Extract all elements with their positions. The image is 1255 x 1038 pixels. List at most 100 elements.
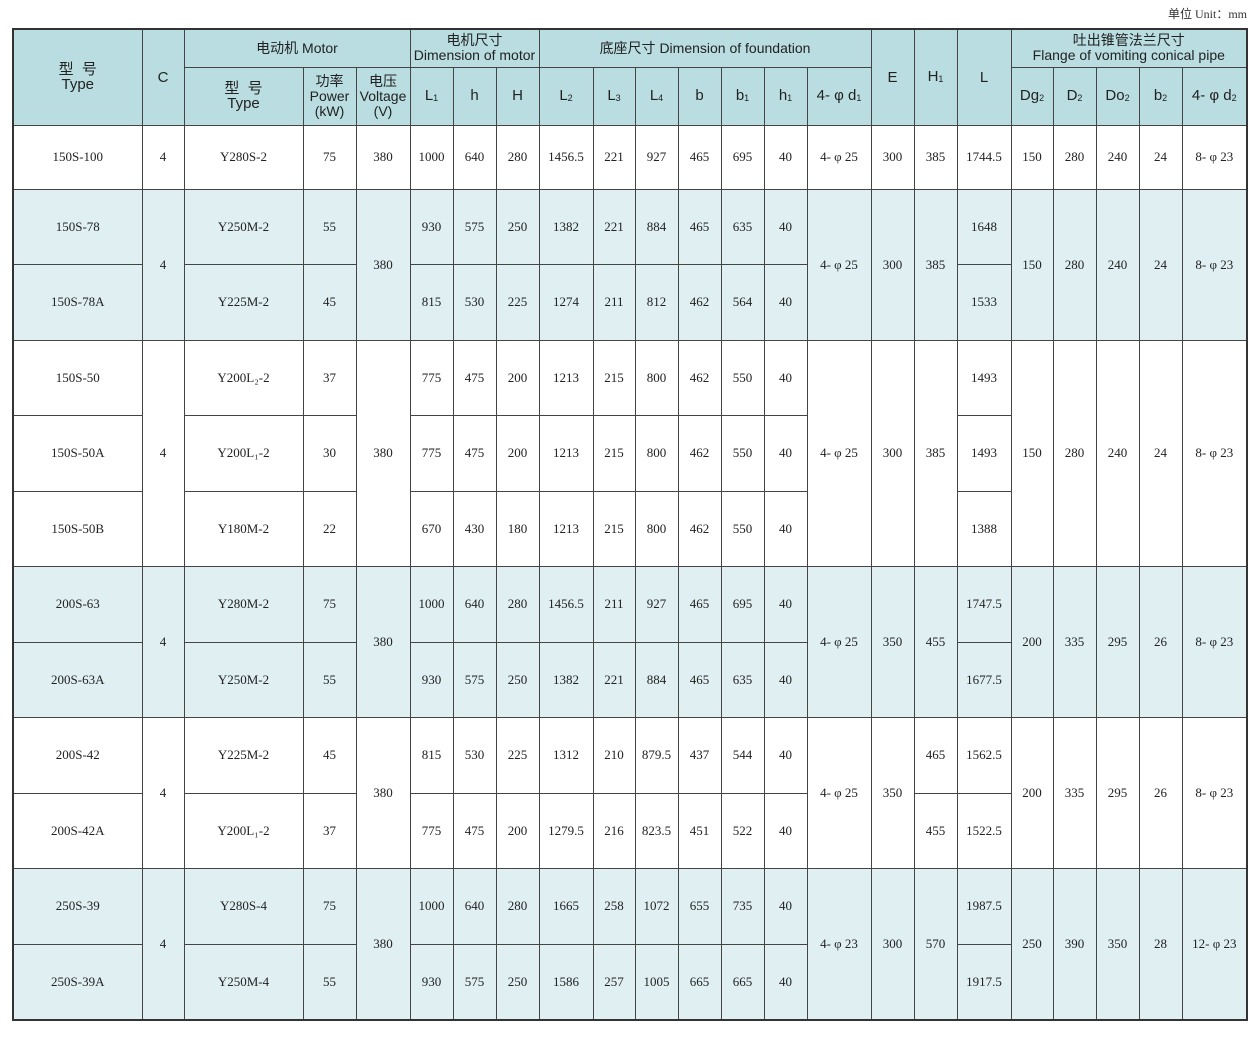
length-cell: 1744.5 xyxy=(956,124,1012,190)
header-foundation: 底座尺寸 Dimension of foundation xyxy=(538,28,872,68)
l2-cell: 1665 xyxy=(538,868,594,945)
h1-height-cell: 455 xyxy=(913,566,958,718)
b-cell: 462 xyxy=(677,490,722,567)
l1-cell: 815 xyxy=(409,717,454,794)
motor-type-cell: Y225M-2 xyxy=(183,264,304,341)
l2-cell: 1312 xyxy=(538,717,594,794)
header-dim-motor: 电机尺寸 Dimension of motor xyxy=(409,28,540,68)
power-cell: 75 xyxy=(302,868,357,945)
table-row: 150S-50A Y200L₁-2 30 775 475 200 1213 215 800 462… xyxy=(12,415,1247,492)
e-cell: 350 xyxy=(870,566,915,718)
length-cell: 1747.5 xyxy=(956,566,1012,643)
do2-cell: 350 xyxy=(1095,868,1140,1020)
l3-cell: 221 xyxy=(592,641,636,718)
pump-type-cell: 150S-100 xyxy=(12,124,143,190)
b-cell: 437 xyxy=(677,717,722,794)
l3-cell: 221 xyxy=(592,188,636,265)
b1-cell: 695 xyxy=(720,566,765,643)
h-cell: 530 xyxy=(452,264,497,341)
bolt-d1-cell: 4- φ 25 xyxy=(806,339,872,567)
bolt-d1-cell: 4- φ 25 xyxy=(806,188,872,341)
h-cell: 200 xyxy=(495,415,540,492)
header-voltage: 电压 Voltage (V) xyxy=(355,66,411,126)
e-cell: 300 xyxy=(870,124,915,190)
h1-cell: 40 xyxy=(763,943,808,1020)
voltage-cell: 380 xyxy=(355,566,411,718)
l2-cell: 1213 xyxy=(538,490,594,567)
header-motor-type: 型 号 Type xyxy=(183,66,304,126)
motor-type-cell: Y280M-2 xyxy=(183,566,304,643)
h-cell: 200 xyxy=(495,792,540,869)
h1-cell: 40 xyxy=(763,339,808,416)
b2-cell: 24 xyxy=(1138,339,1183,567)
power-cell: 75 xyxy=(302,566,357,643)
h-cell: 250 xyxy=(495,641,540,718)
length-cell: 1493 xyxy=(956,339,1012,416)
table-row: 150S-50 4 Y200L₂-2 37 380 775 475 200 1213 215 800… xyxy=(12,339,1248,567)
pump-dimension-table: 型 号 Type C 电动机 Motor 电机尺寸 Dimension of mot… xyxy=(12,28,1249,1021)
header-l: L xyxy=(956,28,1012,126)
length-cell: 1677.5 xyxy=(956,641,1012,718)
b1-cell: 550 xyxy=(720,339,765,416)
header-motor_dims-2: H xyxy=(495,66,540,126)
h-cell: 280 xyxy=(495,566,540,643)
l3-cell: 215 xyxy=(592,490,636,567)
h-cell: 640 xyxy=(452,124,497,190)
table-row: 200S-42A Y200L₁-2 37 775 475 200 1279.5 216 823.… xyxy=(12,792,1247,869)
l4-cell: 927 xyxy=(634,566,679,643)
length-cell: 1522.5 xyxy=(956,792,1012,869)
l1-cell: 775 xyxy=(409,339,454,416)
b1-cell: 550 xyxy=(720,490,765,567)
header-foundation_dims-6: 4- φ d1 xyxy=(806,66,872,126)
header-flange_dims-0: Dg2 xyxy=(1010,66,1054,126)
voltage-cell: 380 xyxy=(355,124,411,190)
header-foundation_dims-4: b1 xyxy=(720,66,765,126)
header-motor_dims-0: L1 xyxy=(409,66,454,126)
table-row: 250S-39A Y250M-4 55 930 575 250 1586 257 1005 665… xyxy=(12,943,1247,1020)
voltage-cell: 380 xyxy=(355,868,411,1020)
h-cell: 640 xyxy=(452,566,497,643)
l3-cell: 215 xyxy=(592,415,636,492)
b1-cell: 635 xyxy=(720,188,765,265)
h-cell: 280 xyxy=(495,868,540,945)
b1-cell: 522 xyxy=(720,792,765,869)
b-cell: 462 xyxy=(677,415,722,492)
voltage-cell: 380 xyxy=(355,339,411,567)
d2-cell: 280 xyxy=(1052,188,1097,341)
power-cell: 37 xyxy=(302,792,357,869)
h-cell: 250 xyxy=(495,943,540,1020)
h-cell: 640 xyxy=(452,868,497,945)
h1-cell: 40 xyxy=(763,792,808,869)
pump-type-cell: 200S-63A xyxy=(12,641,143,718)
dg2-cell: 150 xyxy=(1010,339,1054,567)
table-row: 250S-39 4 Y280S-4 75 380 1000 640 280 1665 258 107… xyxy=(12,868,1248,1020)
bolt-d1-cell: 4- φ 25 xyxy=(806,124,872,190)
header-flange_dims-2: Do2 xyxy=(1095,66,1140,126)
h-cell: 575 xyxy=(452,188,497,265)
bolt-d2-cell: 8- φ 23 xyxy=(1181,339,1248,567)
dg2-cell: 250 xyxy=(1010,868,1054,1020)
c-cell: 4 xyxy=(141,188,185,341)
l3-cell: 215 xyxy=(592,339,636,416)
l3-cell: 221 xyxy=(592,124,636,190)
h1-height-cell: 465 xyxy=(913,717,958,794)
l4-cell: 1005 xyxy=(634,943,679,1020)
e-cell: 300 xyxy=(870,339,915,567)
motor-type-cell: Y180M-2 xyxy=(183,490,304,567)
h1-cell: 40 xyxy=(763,124,808,190)
bolt-d2-cell: 8- φ 23 xyxy=(1181,188,1248,341)
h-cell: 575 xyxy=(452,641,497,718)
l1-cell: 775 xyxy=(409,792,454,869)
b1-cell: 550 xyxy=(720,415,765,492)
motor-type-cell: Y200L₁-2 xyxy=(183,792,304,869)
h1-height-cell: 385 xyxy=(913,188,958,341)
unit-label: 单位 Unit：mm xyxy=(1167,7,1247,21)
l1-cell: 1000 xyxy=(409,566,454,643)
d2-cell: 390 xyxy=(1052,868,1097,1020)
pump-type-cell: 150S-50A xyxy=(12,415,143,492)
motor-type-cell: Y225M-2 xyxy=(183,717,304,794)
length-cell: 1388 xyxy=(956,490,1012,567)
h1-cell: 40 xyxy=(763,490,808,567)
h1-cell: 40 xyxy=(763,641,808,718)
e-cell: 300 xyxy=(870,868,915,1020)
